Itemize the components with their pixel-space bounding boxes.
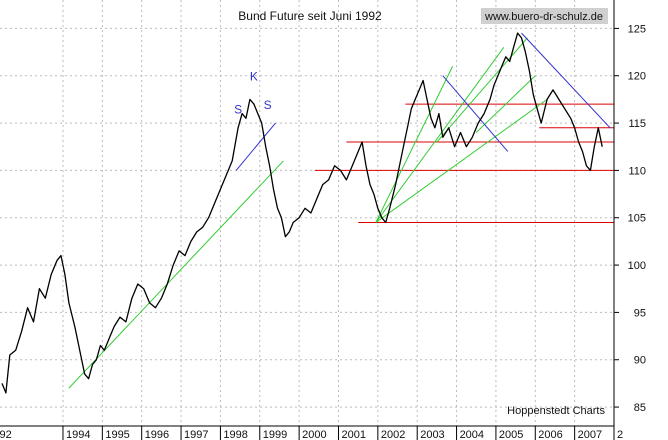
y-tick-label: 90 bbox=[634, 355, 646, 367]
uptrend-line bbox=[375, 98, 548, 223]
uptrend-line bbox=[375, 66, 454, 223]
grid-layer bbox=[0, 0, 614, 426]
x-tick-label: 2003 bbox=[420, 429, 444, 440]
x-tick-label: 1999 bbox=[263, 429, 287, 440]
trendline-layer bbox=[68, 32, 611, 389]
uptrend-line bbox=[68, 160, 284, 389]
watermark-background bbox=[481, 8, 608, 24]
x-tick-label: 2006 bbox=[538, 429, 562, 440]
x-tick-label: 2007 bbox=[578, 429, 602, 440]
pattern-annotation: S bbox=[264, 98, 272, 112]
x-tick-label: 2004 bbox=[460, 429, 484, 440]
y-tick-label: 110 bbox=[628, 165, 646, 177]
y-tick-label: 100 bbox=[628, 260, 646, 272]
y-tick-label: 125 bbox=[628, 23, 646, 35]
x-tick-label: 1998 bbox=[223, 429, 247, 440]
source-credit: Hoppenstedt Charts bbox=[507, 405, 605, 417]
annotation-layer: S K S bbox=[234, 69, 272, 116]
x-tick-label: 2001 bbox=[341, 429, 365, 440]
pattern-annotation: K bbox=[250, 69, 258, 83]
watermark-text: www.buero-dr-schulz.de bbox=[484, 11, 603, 23]
x-tick-label: 1995 bbox=[105, 429, 129, 440]
y-tick-label: 115 bbox=[628, 118, 646, 130]
uptrend-line bbox=[375, 47, 505, 223]
downtrend-line bbox=[235, 122, 276, 171]
axis-layer bbox=[0, 0, 619, 440]
y-tick-label: 120 bbox=[628, 71, 646, 83]
y-tick-label: 95 bbox=[634, 307, 646, 319]
support-resistance-layer bbox=[314, 103, 614, 223]
downtrend-line bbox=[442, 75, 509, 152]
x-tick-label: 1997 bbox=[184, 429, 208, 440]
tick-label-layer: 85 90 95 100 105 110 115 120 125 1992 1994 1995 1996… bbox=[0, 23, 646, 440]
series-layer bbox=[1, 32, 603, 394]
downtrend-line bbox=[521, 32, 611, 129]
y-tick-label: 85 bbox=[634, 402, 646, 414]
x-tick-label: 1992 bbox=[0, 429, 12, 440]
price-series-line bbox=[1, 32, 603, 394]
x-tick-label: 2 bbox=[617, 429, 623, 440]
x-tick-label: 2005 bbox=[499, 429, 523, 440]
x-tick-label: 2002 bbox=[381, 429, 405, 440]
uptrend-line bbox=[436, 37, 528, 143]
pattern-annotation: S bbox=[234, 103, 242, 117]
uptrend-line bbox=[475, 75, 536, 133]
x-tick-label: 1996 bbox=[145, 429, 169, 440]
x-tick-label: 1994 bbox=[66, 429, 90, 440]
y-tick-label: 105 bbox=[628, 213, 646, 225]
chart-title: Bund Future seit Juni 1992 bbox=[238, 9, 382, 23]
x-tick-label: 2000 bbox=[302, 429, 326, 440]
